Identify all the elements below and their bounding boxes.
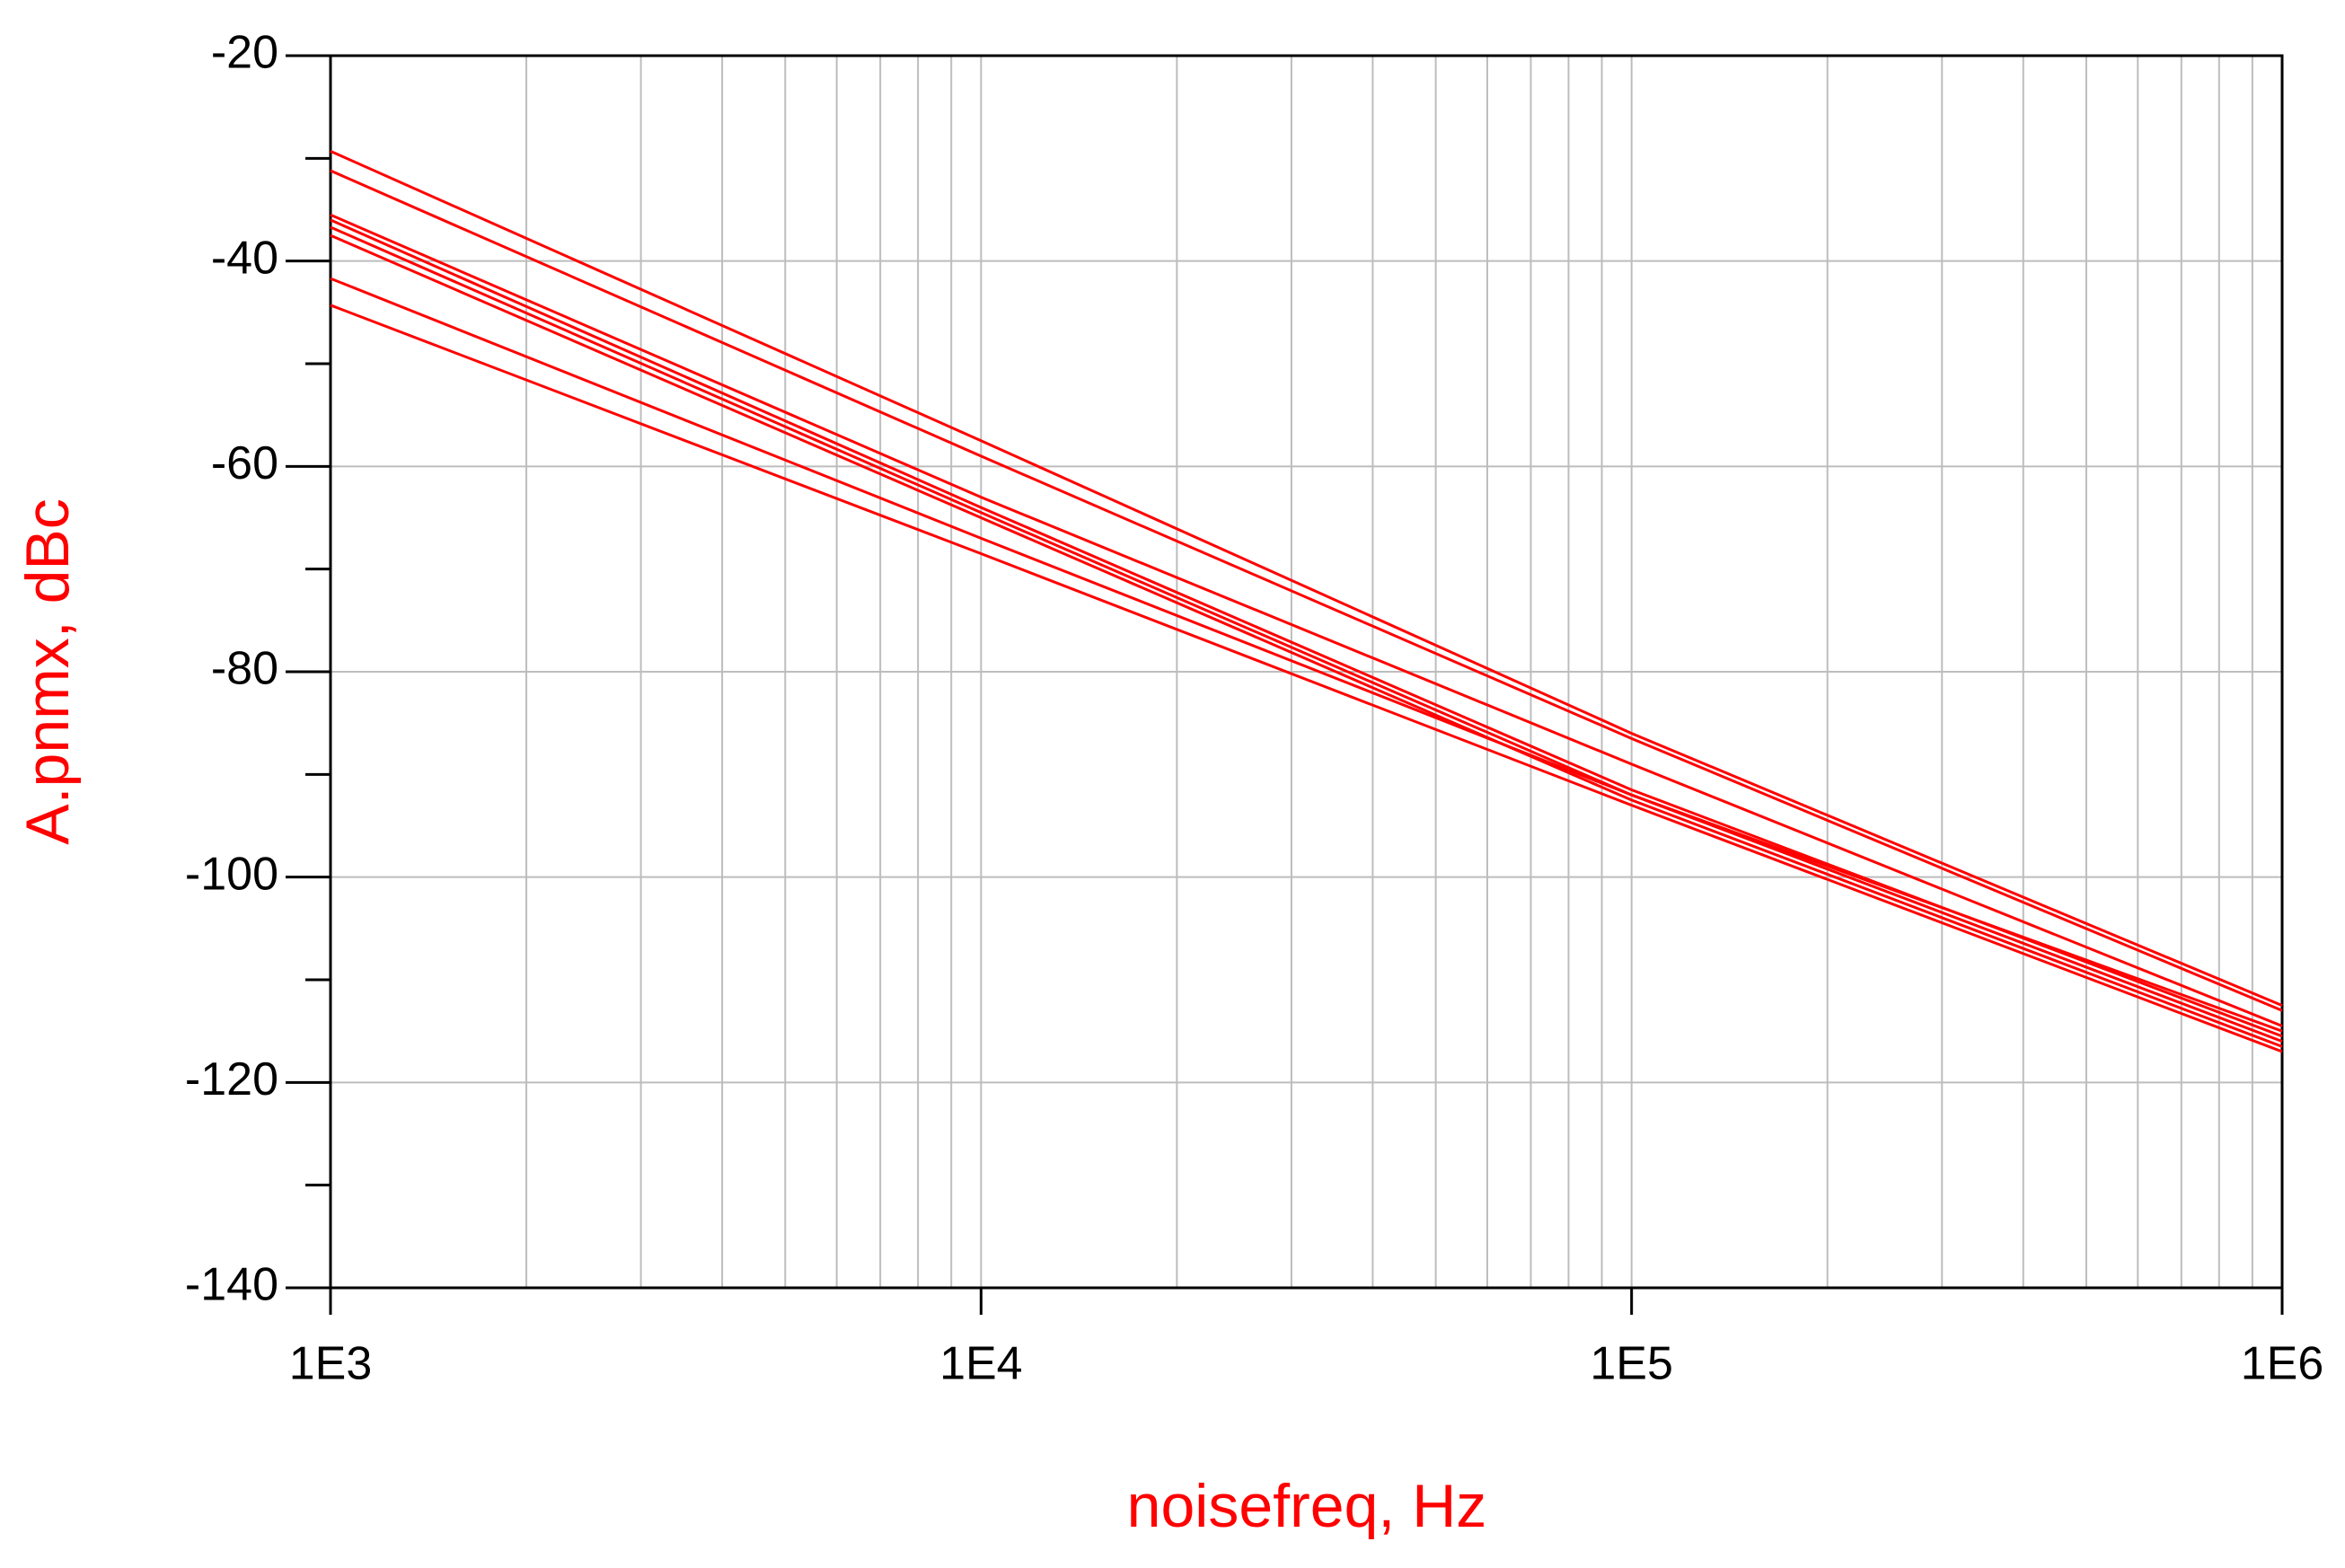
series-line: [330, 149, 2283, 1007]
x-tick-label: 1E5: [1590, 1338, 1673, 1390]
x-tick-label: 1E6: [2241, 1338, 2324, 1390]
y-tick-label: -100: [185, 848, 278, 900]
series-line: [330, 304, 2283, 1053]
plot-frame: [329, 54, 2284, 1290]
series-line: [330, 277, 2283, 1033]
x-tick-label: 1E3: [289, 1338, 373, 1390]
y-axis-title: A.pnmx, dBc: [13, 498, 82, 845]
y-tick-label: -120: [185, 1053, 278, 1106]
series-line: [330, 169, 2283, 1012]
y-tick-label: -60: [211, 437, 278, 489]
series-line: [330, 225, 2283, 1044]
y-tick-label: -140: [185, 1259, 278, 1311]
y-tick-label: -20: [211, 27, 278, 79]
y-tick-label: -80: [211, 643, 278, 695]
series-line: [330, 213, 2283, 1027]
series-line: [330, 233, 2283, 1048]
y-tick-label: -40: [211, 232, 278, 284]
x-tick-label: 1E4: [939, 1338, 1023, 1390]
x-axis-title: noisefreq, Hz: [1127, 1472, 1487, 1540]
